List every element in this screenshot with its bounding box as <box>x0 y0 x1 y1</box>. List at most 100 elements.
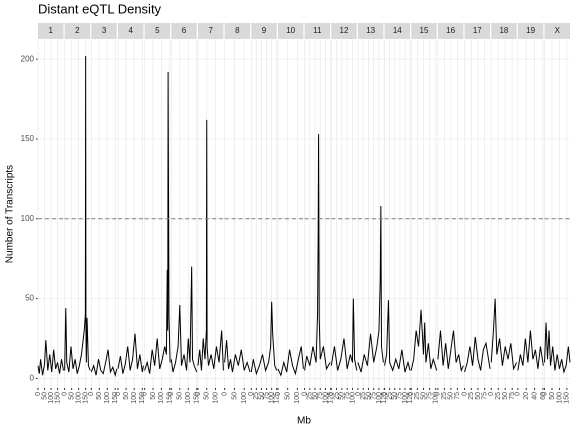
strip-label: X <box>555 26 561 35</box>
density-line <box>437 330 464 373</box>
panel-strip <box>117 23 144 39</box>
x-tick-label: 50 <box>96 392 103 400</box>
strip-label: 10 <box>286 26 295 35</box>
strip-label: 1 <box>49 26 54 35</box>
x-tick-label: 0 <box>381 392 388 396</box>
x-tick-label: 150 <box>194 392 201 404</box>
x-tick-label: 25 <box>414 392 421 400</box>
x-tick-label: 25 <box>441 392 448 400</box>
x-tick-label: 50 <box>549 392 556 400</box>
x-tick-label: 50 <box>475 392 482 400</box>
x-tick-label: 25 <box>360 392 367 400</box>
x-tick-label: 50 <box>204 392 211 400</box>
strip-label: 5 <box>155 26 160 35</box>
panel-strip <box>331 23 357 39</box>
panel-strip <box>64 23 91 39</box>
panel-strip <box>144 23 171 39</box>
strip-label: 17 <box>473 26 482 35</box>
x-tick-label: 0 <box>195 392 202 396</box>
panel-strip <box>277 23 304 39</box>
panel-strip <box>357 23 384 39</box>
x-tick-label: 100 <box>104 392 111 404</box>
x-tick-label: 0 <box>62 392 69 396</box>
density-line <box>197 119 224 371</box>
y-tick-label: 100 <box>21 214 35 223</box>
x-tick-label: 100 <box>322 392 329 404</box>
density-line <box>224 340 251 373</box>
x-tick-label: 75 <box>371 392 378 400</box>
x-tick-label: 100 <box>556 392 563 404</box>
x-tick-label: 100 <box>131 392 138 404</box>
x-tick-label: 0 <box>328 392 335 396</box>
x-tick-label: 100 <box>402 392 409 404</box>
x-tick-label: 25 <box>253 392 260 400</box>
x-tick-label: 60 <box>540 392 547 400</box>
x-tick-label: 125 <box>407 392 414 404</box>
x-tick-label: 75 <box>344 392 351 400</box>
strip-label: 16 <box>446 26 455 35</box>
strip-label: 11 <box>313 26 322 35</box>
panel-strip <box>437 23 464 39</box>
panel-strip <box>251 23 277 39</box>
panel-strip <box>171 23 197 39</box>
x-tick-label: 100 <box>268 392 275 404</box>
strip-label: 3 <box>102 26 107 35</box>
density-line <box>544 322 571 375</box>
x-tick-label: 50 <box>231 392 238 400</box>
x-tick-label: 0 <box>88 392 95 396</box>
density-line <box>170 266 198 373</box>
density-line <box>304 134 331 371</box>
x-tick-label: 50 <box>285 392 292 400</box>
x-tick-label: 150 <box>112 392 119 404</box>
x-tick-label: 100 <box>158 392 165 404</box>
x-tick-label: 0 <box>301 392 308 396</box>
panel-strip <box>38 23 64 39</box>
strip-label: 14 <box>393 26 402 35</box>
panel-strip <box>464 23 491 39</box>
x-tick-label: 0 <box>435 392 442 396</box>
density-line <box>144 71 171 374</box>
density-line <box>517 330 544 371</box>
panel-strip <box>491 23 517 39</box>
x-tick-label: 50 <box>420 392 427 400</box>
x-tick-label: 75 <box>482 392 489 400</box>
strip-label: 19 <box>526 26 535 35</box>
x-tick-label: 100 <box>294 392 301 404</box>
density-line <box>330 298 358 371</box>
strip-label: 9 <box>262 26 267 35</box>
strip-label: 4 <box>128 26 133 35</box>
x-tick-label: 0 <box>168 392 175 396</box>
density-line <box>464 336 491 373</box>
x-tick-label: 25 <box>468 392 475 400</box>
panel-strip <box>91 23 117 39</box>
strip-label: 12 <box>340 26 349 35</box>
x-tick-label: 0 <box>35 392 42 396</box>
x-tick-label: 50 <box>312 392 319 400</box>
panel-strip <box>197 23 224 39</box>
x-tick-label: 0 <box>141 392 148 396</box>
x-tick-label: 150 <box>139 392 146 404</box>
x-tick-label: 75 <box>397 392 404 400</box>
strip-label: 18 <box>499 26 508 35</box>
x-tick-label: 25 <box>495 392 502 400</box>
x-tick-label: 0 <box>275 392 282 396</box>
panel-strip <box>411 23 437 39</box>
x-tick-label: 50 <box>41 392 48 400</box>
x-tick-label: 125 <box>381 392 388 404</box>
strip-label: 2 <box>75 26 80 35</box>
x-tick-label: 150 <box>564 392 571 404</box>
x-tick-label: 50 <box>365 392 372 400</box>
x-tick-label: 50 <box>177 392 184 400</box>
panel-strip <box>224 23 251 39</box>
x-axis-title: Mb <box>297 416 311 427</box>
x-tick-label: 100 <box>349 392 356 404</box>
x-tick-label: 75 <box>509 392 516 400</box>
x-tick-label: 100 <box>433 392 440 404</box>
x-tick-label: 25 <box>307 392 314 400</box>
panel-strip <box>544 23 570 39</box>
chart-title: Distant eQTL Density <box>38 1 162 16</box>
x-tick-label: 50 <box>502 392 509 400</box>
x-tick-label: 0 <box>488 392 495 396</box>
strip-label: 8 <box>235 26 240 35</box>
